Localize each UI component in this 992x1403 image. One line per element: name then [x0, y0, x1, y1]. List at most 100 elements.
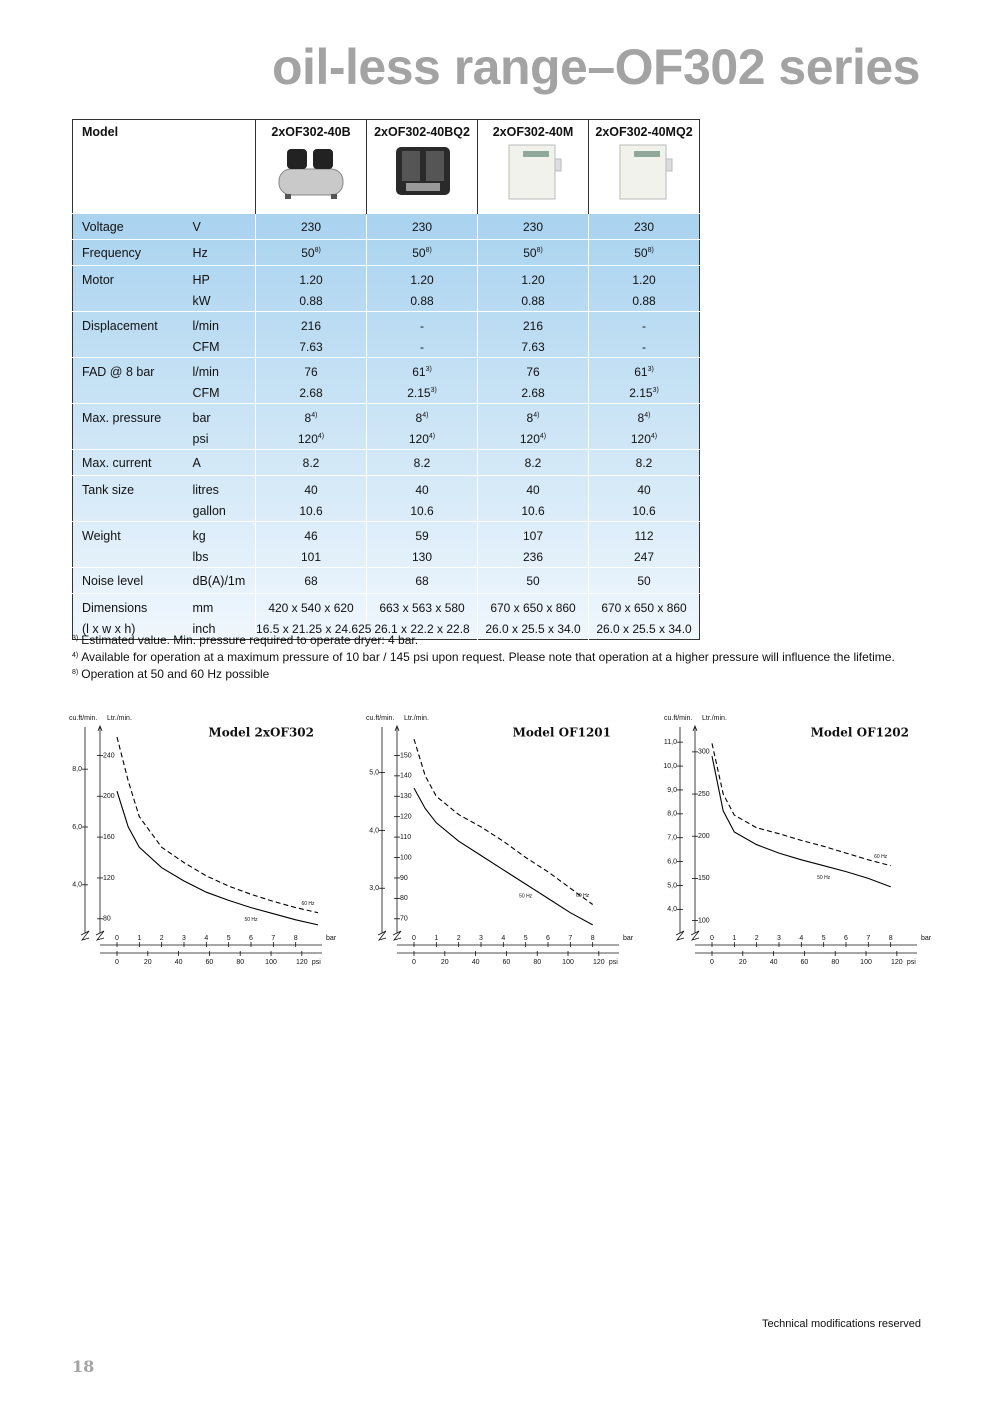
value-cell: 0.88 [366, 290, 478, 312]
row-label: Max. current [72, 449, 189, 476]
value-cell: 84) [255, 403, 367, 428]
value-cell: - [588, 336, 700, 358]
y-tick-label: 110 [400, 834, 411, 841]
row-label: FAD @ 8 bar [72, 357, 189, 382]
x2-tick-label: 20 [144, 959, 152, 966]
y-tick-label: 120 [103, 875, 115, 882]
value-cell: 1.20 [255, 265, 367, 290]
value-text: 120 [519, 431, 540, 446]
value-cell: 1.20 [477, 265, 589, 290]
x2-tick-label: 120 [593, 959, 605, 966]
x2-tick-label: 60 [801, 959, 809, 966]
curve [413, 738, 594, 905]
value-text: 8 [304, 410, 312, 425]
value-cell: 1.20 [366, 265, 478, 290]
value-cell: 2.68 [255, 382, 367, 404]
value-cell: 10.6 [477, 500, 589, 522]
value-text: 2.15 [629, 385, 653, 400]
x-axis-label: bar [326, 935, 337, 942]
row-unit: mm [188, 593, 256, 618]
axis-break [95, 930, 105, 941]
value-cell: 46 [255, 521, 367, 546]
row-label: Noise level [72, 567, 189, 594]
value-cell: 420 x 540 x 620 [255, 593, 367, 618]
value-cell: 10.6 [255, 500, 367, 522]
value-cell: 26.0 x 25.5 x 34.0 [477, 618, 589, 640]
table-row: Tank size litres 40 40 40 40 [72, 475, 700, 500]
value-cell: 230 [366, 213, 478, 240]
y2-tick-label: 5,0 [369, 769, 379, 776]
table-row: gallon 10.6 10.6 10.6 10.6 [73, 500, 700, 522]
x-tick-label: 1 [732, 935, 736, 942]
value-cell: 216 [477, 311, 589, 336]
row-label: Weight [72, 521, 189, 546]
value-cell: 10.6 [366, 500, 478, 522]
product-image [478, 141, 588, 204]
header-row: Model 2xOF302-40B 2xOF302-40BQ2 2xOF302-40M… [72, 119, 700, 214]
value-cell: 84) [588, 403, 700, 428]
value-cell: 40 [477, 475, 589, 500]
row-label [73, 500, 189, 522]
y-tick-label: 240 [103, 752, 115, 759]
product-image [367, 141, 477, 204]
value-cell: 2.153) [366, 382, 478, 404]
axis-break [80, 930, 90, 941]
x-tick-label: 0 [412, 935, 416, 942]
row-unit: inch [192, 621, 216, 636]
value-note: 4) [311, 411, 318, 419]
row-unit: dB(A)/1m [188, 567, 256, 594]
value-cell: 8.2 [366, 449, 478, 476]
y2-tick-label: 6,0 [72, 824, 82, 831]
x-tick-label: 7 [866, 935, 870, 942]
value-cell: 26.0 x 25.5 x 34.0 [588, 618, 700, 640]
y-tick-label: 140 [400, 773, 412, 780]
value-note: 8) [536, 246, 543, 254]
value-cell: 670 x 650 x 860 [477, 593, 589, 618]
value-text: 120 [297, 431, 318, 446]
value-note: 8) [425, 246, 432, 254]
value-note: 4) [317, 432, 325, 440]
header-text: Model [82, 125, 119, 139]
header-cell: 2xOF302-40B [255, 119, 367, 214]
value-cell: 613) [588, 357, 700, 382]
y2-tick-label: 4,0 [667, 906, 677, 913]
value-cell: 50 [588, 567, 700, 594]
value-cell: 76 [477, 357, 589, 382]
x-tick-label: 4 [501, 935, 505, 942]
curve-label: 60 Hz [301, 901, 315, 907]
value-note: 4) [422, 411, 429, 419]
x2-tick-label: 0 [710, 959, 714, 966]
footnote-text: Operation at 50 and 60 Hz possible [81, 667, 270, 681]
x-tick-label: 3 [479, 935, 483, 942]
value-cell: 2.153) [588, 382, 700, 404]
value-text: 50 [301, 245, 315, 260]
row-unit: kg [188, 521, 256, 546]
y-tick-label: 100 [698, 917, 710, 924]
value-note: 3) [425, 365, 432, 373]
table-row: Weight kg 46 59 107 112 [72, 521, 700, 546]
table-row: Dimensions mm 420 x 540 x 620 663 x 563 x 5… [72, 593, 700, 618]
axis-break [377, 930, 387, 941]
x-tick-label: 6 [844, 935, 848, 942]
table-row: Max. pressure bar 84) 84) 84) 84) [72, 403, 700, 428]
y2-tick-label: 11,0 [664, 739, 677, 746]
value-note: 4) [650, 432, 658, 440]
footnote-text: Available for operation at a maximum pre… [81, 650, 895, 664]
row-unit: kW [192, 293, 211, 308]
curve-label: 60 Hz [576, 893, 590, 899]
value-text: 2.15 [407, 385, 431, 400]
footnote-mark: 4) [72, 652, 79, 659]
footnote: 3) Estimated value. Min. pressure require… [72, 631, 895, 648]
y2-tick-label: 7,0 [667, 835, 677, 842]
x-tick-label: 2 [457, 935, 461, 942]
header-text: 2xOF302-40MQ2 [595, 125, 693, 139]
x2-tick-label: 0 [412, 959, 416, 966]
x2-tick-label: 120 [891, 959, 903, 966]
x-tick-label: 5 [822, 935, 826, 942]
x2-tick-label: 60 [206, 959, 214, 966]
x-tick-label: 6 [546, 935, 550, 942]
y2-tick-label: 4,0 [369, 827, 379, 834]
y-axis-label: Ltr./min. [404, 715, 429, 722]
